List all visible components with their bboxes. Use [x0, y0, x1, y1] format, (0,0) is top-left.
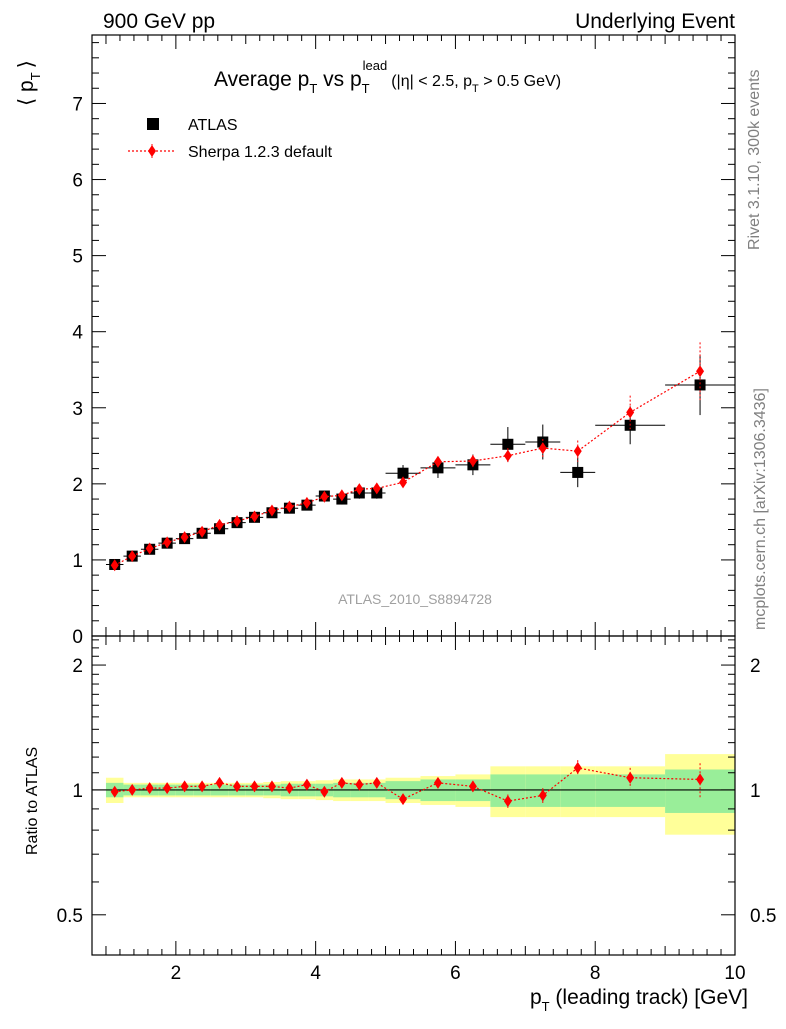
y-axis-label-ratio: Ratio to ATLAS — [24, 747, 41, 855]
ratio-data-point — [250, 780, 259, 793]
y-tick-label-main: 7 — [72, 94, 83, 115]
ratio-data-point — [110, 785, 119, 798]
ratio-data-point — [696, 773, 705, 786]
plot-title: Average pT vs pTlead(|η| < 2.5, pT > 0.5… — [214, 58, 561, 96]
y-tick-label-main: 5 — [72, 247, 83, 268]
sherpa-data-point — [320, 490, 329, 503]
y-tick-label-ratio-right: 1 — [750, 781, 761, 802]
sherpa-data-point — [285, 500, 294, 513]
sherpa-data-point — [468, 455, 477, 468]
y-tick-label-ratio-right: 0.5 — [750, 906, 776, 927]
sherpa-data-point — [198, 525, 207, 538]
ratio-data-point — [285, 782, 294, 795]
ratio-data-point — [355, 778, 364, 791]
ratio-data-point — [372, 776, 381, 789]
ratio-band-inner — [560, 774, 596, 807]
y-tick-label-main: 0 — [72, 627, 83, 648]
legend-atlas-label: ATLAS — [188, 117, 238, 134]
sherpa-data-point — [145, 542, 154, 555]
sherpa-data-point — [180, 531, 189, 544]
sherpa-data-point — [337, 489, 346, 502]
sherpa-data-point — [538, 442, 547, 455]
ratio-data-point — [215, 776, 224, 789]
x-tick-label: 6 — [450, 963, 461, 984]
x-tick-label: 8 — [590, 963, 601, 984]
sherpa-data-point — [215, 518, 224, 531]
ratio-data-point — [573, 761, 582, 774]
atlas-data-point — [397, 467, 409, 479]
y-tick-label-ratio-left: 1 — [72, 781, 83, 802]
axes: 2 4 6 8 10 0 1 2 3 4 5 6 7 0.5 0.5 1 1 2 2 — [57, 34, 776, 984]
legend: ATLAS Sherpa 1.2.3 default — [128, 117, 333, 161]
atlas-data-point — [572, 466, 584, 478]
ratio-data-point — [233, 780, 242, 793]
legend-sherpa-label: Sherpa 1.2.3 default — [188, 144, 333, 161]
sherpa-data-point — [626, 406, 635, 419]
ratio-data-point — [399, 793, 408, 806]
ratio-data-point — [468, 780, 477, 793]
sherpa-data-point — [372, 482, 381, 495]
atlas-data-point — [537, 436, 549, 448]
sherpa-data-point — [433, 455, 442, 468]
sherpa-data-point — [399, 476, 408, 489]
sherpa-data-point — [267, 504, 276, 517]
x-tick-label: 10 — [724, 963, 745, 984]
legend-atlas-marker — [147, 118, 159, 130]
atlas-data-point — [432, 462, 444, 474]
y-tick-label-main: 4 — [72, 323, 83, 344]
y-tick-label-ratio-right: 2 — [750, 656, 761, 677]
ratio-data-point — [320, 785, 329, 798]
ratio-data-point — [198, 780, 207, 793]
sherpa-data-point — [355, 483, 364, 496]
sherpa-data-point — [233, 515, 242, 528]
sherpa-data-point — [163, 536, 172, 549]
x-tick-label: 2 — [171, 963, 182, 984]
rivet-label: Rivet 3.1.10, 300k events — [746, 69, 763, 250]
sherpa-data-point — [250, 510, 259, 523]
ratio-data-point — [163, 782, 172, 795]
y-tick-label-ratio-left: 0.5 — [57, 906, 83, 927]
mcplots-label: mcplots.cern.ch [arXiv:1306.3436] — [752, 388, 769, 630]
y-tick-label-main: 6 — [72, 171, 83, 192]
ratio-data-point — [503, 795, 512, 808]
y-tick-label-main: 1 — [72, 551, 83, 572]
atlas-data-point — [694, 379, 706, 391]
sherpa-data-point — [696, 365, 705, 378]
ratio-data-point — [180, 780, 189, 793]
sherpa-data-point — [110, 559, 119, 572]
ratio-data-point — [433, 776, 442, 789]
y-axis-label-main: ⟨ pT⟩ — [15, 60, 43, 106]
ratio-data-point — [128, 783, 137, 796]
analysis-id: ATLAS_2010_S8894728 — [338, 591, 492, 607]
y-tick-label-main: 3 — [72, 399, 83, 420]
collision-label: 900 GeV pp — [103, 10, 215, 33]
sherpa-data-point — [503, 449, 512, 462]
sherpa-data-point — [573, 445, 582, 458]
main-plot-data — [105, 342, 735, 572]
x-tick-label: 4 — [310, 963, 321, 984]
ratio-data-point — [267, 780, 276, 793]
ratio-data-point — [302, 778, 311, 791]
x-axis-label: pT (leading track) [GeV] — [530, 986, 748, 1014]
y-tick-label-main: 2 — [72, 475, 83, 496]
process-label: Underlying Event — [575, 10, 735, 33]
ratio-data-point — [145, 782, 154, 795]
sherpa-data-point — [128, 550, 137, 563]
y-tick-label-ratio-left: 2 — [72, 656, 83, 677]
atlas-data-point — [502, 438, 514, 450]
legend-sherpa-marker — [148, 145, 156, 157]
ratio-plot-data — [110, 760, 705, 808]
ratio-data-point — [337, 776, 346, 789]
ratio-data-point — [538, 789, 547, 802]
ratio-data-point — [626, 771, 635, 784]
sherpa-data-point — [302, 496, 311, 509]
